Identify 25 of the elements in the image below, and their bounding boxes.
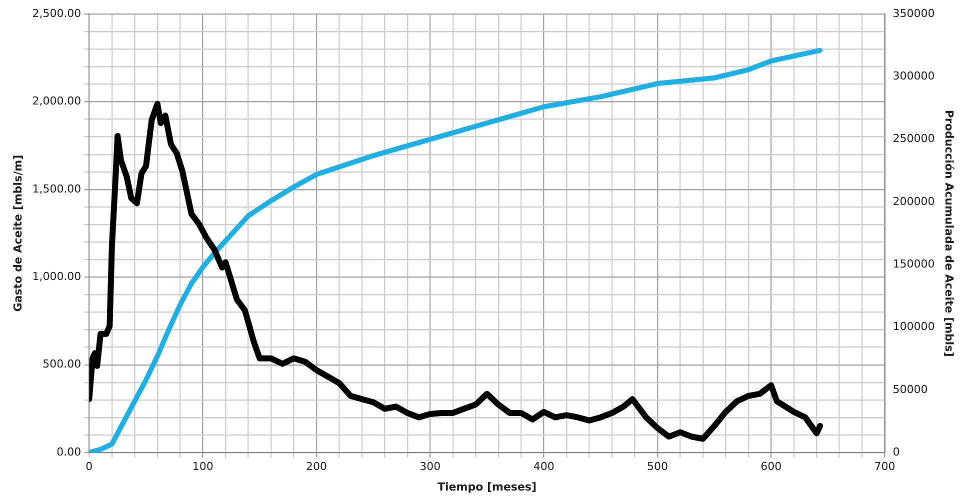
y-axis-title: Gasto de Aceite [mbls/m] <box>11 154 24 312</box>
x-tick-label: 500 <box>646 460 668 474</box>
x-tick-label: 200 <box>306 460 328 474</box>
y2-tick-label: 100000 <box>892 320 935 334</box>
x-tick-label: 0 <box>86 460 93 474</box>
x-tick-label: 300 <box>420 460 441 474</box>
x-tick-label: 600 <box>760 460 782 474</box>
y-tick-label: 2,000.00 <box>32 94 82 108</box>
y2-tick-label: 300000 <box>892 70 935 83</box>
y-tick-label: 1,000.00 <box>32 270 82 284</box>
y-tick-label: 2,500.00 <box>32 6 82 20</box>
x-tick-label: 700 <box>874 460 896 474</box>
x-axis-title: Tiempo [meses] <box>437 480 536 494</box>
x-tick-label: 400 <box>533 460 554 474</box>
x-tick-label: 100 <box>192 460 214 474</box>
y2-tick-label: 200000 <box>892 194 935 208</box>
y2-axis-title: Producción Acumulada de Aceite [mbls] <box>942 110 956 357</box>
y-tick-label: 500.00 <box>42 358 82 371</box>
y2-tick-label: 50000 <box>892 382 928 396</box>
y-tick-label: 1,500.00 <box>32 182 82 196</box>
y2-tick-label: 250000 <box>892 132 935 146</box>
y-tick-label: 0.00 <box>56 445 82 458</box>
y2-tick-label: 150000 <box>892 257 935 270</box>
y2-tick-label: 350000 <box>892 6 935 20</box>
y2-tick-label: 0 <box>892 445 900 458</box>
